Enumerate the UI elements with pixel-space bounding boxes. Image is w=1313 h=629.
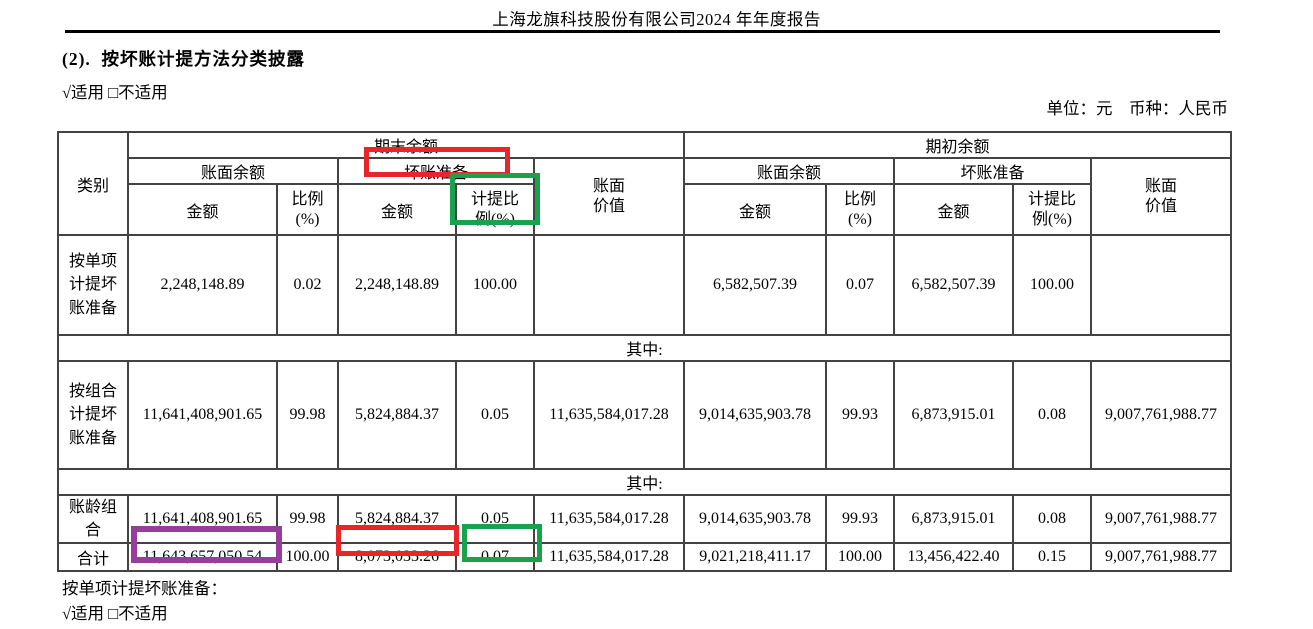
table-cell: 2,248,148.89	[127, 234, 278, 336]
company-name-link[interactable]: 上海龙旗科技股份有限公司	[492, 10, 697, 32]
table-row-total: 合计 11,643,657,050.54 100.00 8,073,033.26…	[57, 542, 1232, 573]
row-label-aging-portfolio: 账龄组 合	[57, 493, 129, 545]
table-cell: 0.05	[455, 493, 535, 545]
table-cell: 0.07	[825, 234, 895, 336]
col-header-book-balance-begin: 账面余额	[683, 157, 895, 185]
table-cell: 6,582,507.39	[893, 234, 1014, 336]
table-cell: 6,873,915.01	[893, 360, 1014, 470]
col-header-book-value-end: 账面 价值	[533, 157, 685, 236]
table-cell: 13,456,422.40	[893, 542, 1014, 573]
col-header-provision-ratio: 计提比 例(%)	[455, 183, 535, 236]
table-row-aging-portfolio: 账龄组 合 11,641,408,901.65 99.98 5,824,884.…	[57, 493, 1232, 545]
table-cell: 11,641,408,901.65	[127, 360, 278, 470]
table-cell: 11,635,584,017.28	[533, 542, 685, 573]
table-row-among: 其中:	[57, 468, 1232, 496]
table-row-among: 其中:	[57, 334, 1232, 362]
table-row-single-item: 按单项 计提坏 账准备 2,248,148.89 0.02 2,248,148.…	[57, 234, 1232, 336]
col-header-ratio: 比例 (%)	[276, 183, 339, 236]
table-cell: 9,007,761,988.77	[1090, 360, 1232, 470]
table-cell: 99.93	[825, 493, 895, 545]
col-header-category: 类别	[57, 131, 129, 236]
table-cell: 6,582,507.39	[683, 234, 827, 336]
table-cell: 9,007,761,988.77	[1090, 493, 1232, 545]
row-label-portfolio-provision: 按组合 计提坏 账准备	[57, 360, 129, 470]
table-cell: 11,635,584,017.28	[533, 360, 685, 470]
table-cell: 11,635,584,017.28	[533, 493, 685, 545]
table-cell: 9,021,218,411.17	[683, 542, 827, 573]
col-header-amount: 金额	[127, 183, 278, 236]
col-header-bad-debt-provision-begin: 坏账准备	[893, 157, 1092, 185]
table-cell: 5,824,884.37	[337, 493, 457, 545]
table-cell: 5,824,884.37	[337, 360, 457, 470]
page-header-title: 上海龙旗科技股份有限公司2024 年年度报告	[0, 6, 1313, 32]
table-cell: 11,641,408,901.65	[127, 493, 278, 545]
col-header-amount: 金额	[683, 183, 827, 236]
col-header-bad-debt-provision-end: 坏账准备	[337, 157, 535, 185]
table-cell: 100.00	[276, 542, 339, 573]
row-label-single-item-provision: 按单项 计提坏 账准备	[57, 234, 129, 336]
unit-currency-label: 单位：元 币种：人民币	[1046, 99, 1229, 118]
col-header-period-end: 期末余额	[127, 131, 685, 159]
total-bad-debt-amount-end: 8,073,033.26	[337, 542, 457, 573]
total-book-balance-amount-end: 11,643,657,050.54	[127, 542, 278, 573]
table-row-portfolio: 按组合 计提坏 账准备 11,641,408,901.65 99.98 5,82…	[57, 360, 1232, 470]
table-cell: 2,248,148.89	[337, 234, 457, 336]
table-cell: 99.98	[276, 493, 339, 545]
col-header-period-begin: 期初余额	[683, 131, 1232, 159]
col-header-amount: 金额	[337, 183, 457, 236]
table-cell: 0.02	[276, 234, 339, 336]
col-header-amount: 金额	[893, 183, 1014, 236]
row-label-total: 合计	[57, 542, 129, 573]
table-cell: 0.08	[1012, 360, 1092, 470]
footer-heading: 按单项计提坏账准备：	[62, 579, 227, 598]
col-header-book-value-begin: 账面 价值	[1090, 157, 1232, 236]
among-which-label: 其中:	[57, 468, 1232, 496]
applicable-selector: √适用 □不适用	[62, 83, 168, 102]
table-cell: 100.00	[1012, 234, 1092, 336]
table-cell: 0.15	[1012, 542, 1092, 573]
among-which-label: 其中:	[57, 334, 1232, 362]
col-header-provision-ratio: 计提比 例(%)	[1012, 183, 1092, 236]
table-cell: 9,007,761,988.77	[1090, 542, 1232, 573]
table-cell: 99.93	[825, 360, 895, 470]
footer-applicable-selector: √适用 □不适用	[62, 604, 168, 623]
table-cell: 0.05	[455, 360, 535, 470]
table-cell: 6,873,915.01	[893, 493, 1014, 545]
table-cell: 0.08	[1012, 493, 1092, 545]
table-cell: 9,014,635,903.78	[683, 493, 827, 545]
table-cell: 9,014,635,903.78	[683, 360, 827, 470]
total-provision-ratio-end: 0.07	[455, 542, 535, 573]
table-cell: 100.00	[825, 542, 895, 573]
header-divider-line	[65, 30, 1220, 33]
col-header-book-balance-end: 账面余额	[127, 157, 339, 185]
report-title-suffix: 2024 年年度报告	[696, 10, 821, 29]
col-header-ratio: 比例 (%)	[825, 183, 895, 236]
bad-debt-provision-table: 类别 期末余额 期初余额 账面余额 坏账准备 账面 价值 账面余额 坏账准备 账…	[57, 131, 1232, 573]
table-cell: 100.00	[455, 234, 535, 336]
section-heading: (2). 按坏账计提方法分类披露	[62, 49, 306, 69]
table-cell	[533, 234, 685, 336]
table-cell: 99.98	[276, 360, 339, 470]
table-cell	[1090, 234, 1232, 336]
